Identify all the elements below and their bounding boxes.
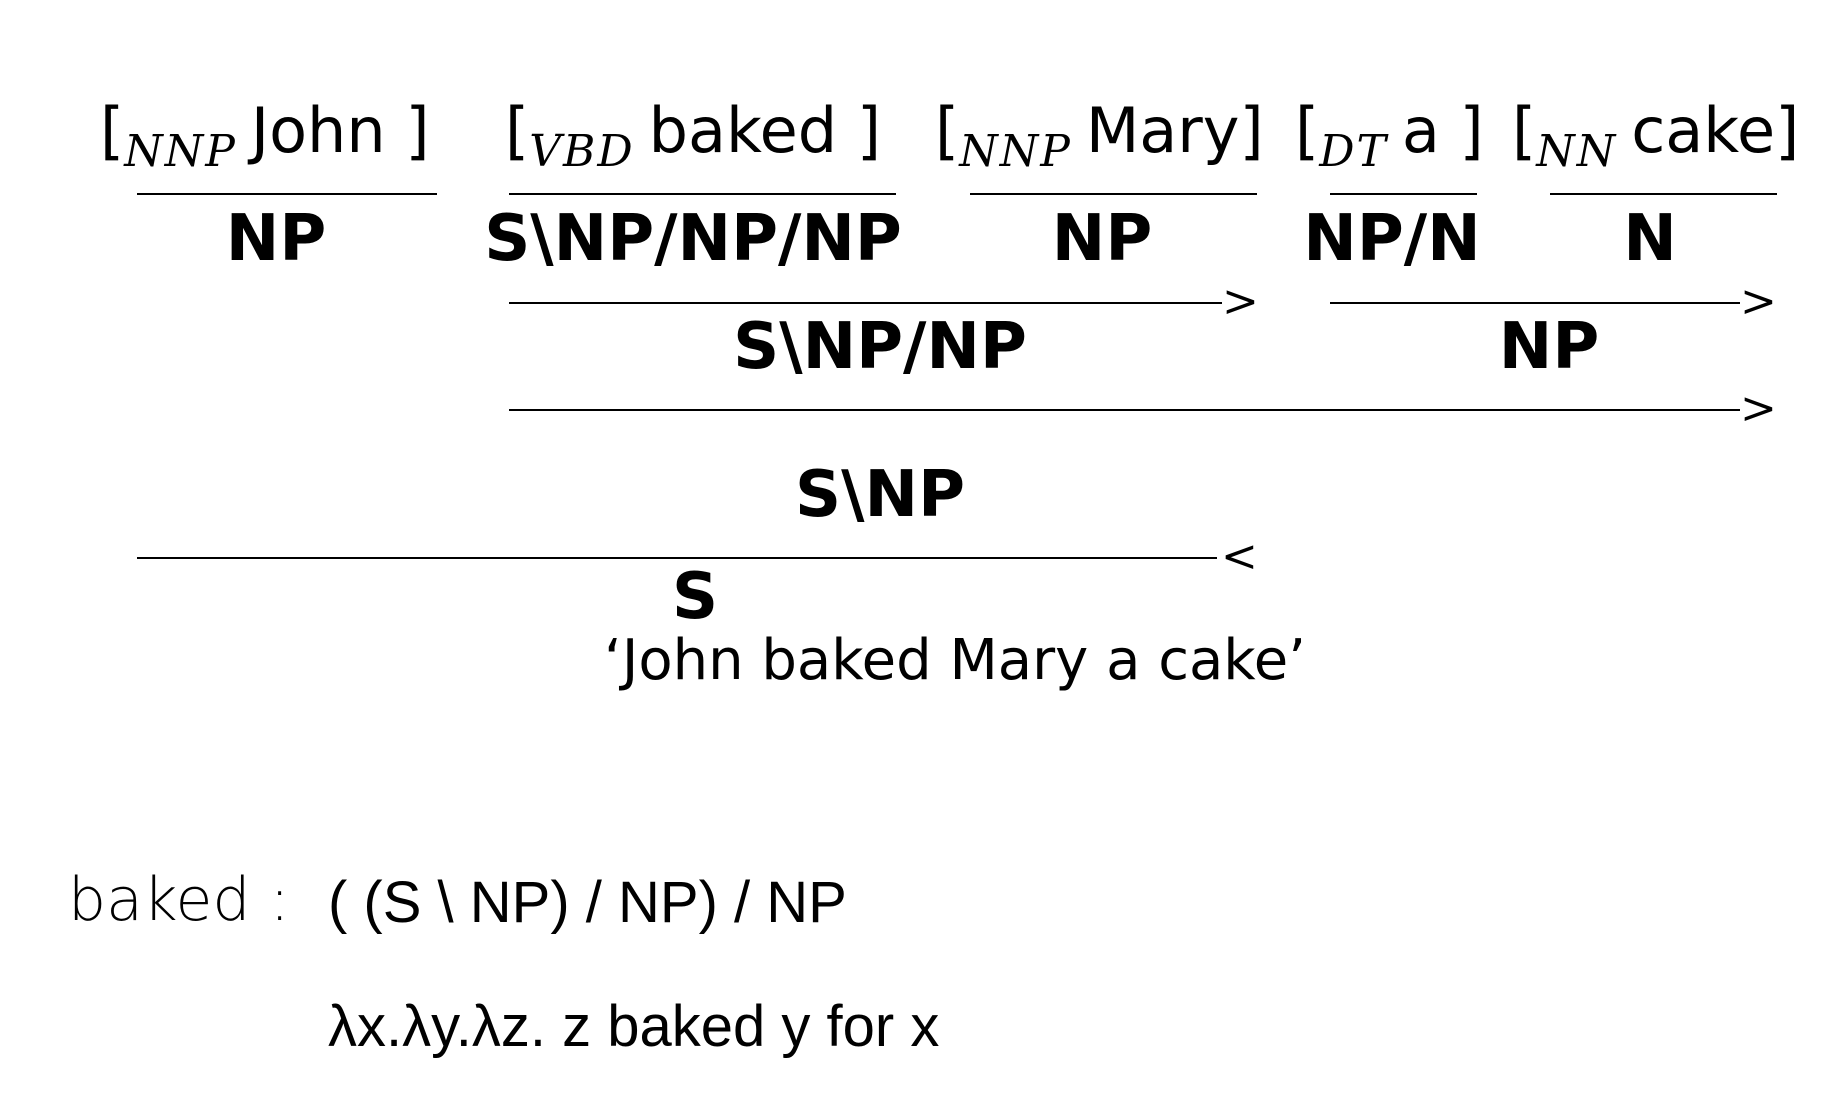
category-verb: S\NP/NP/NP [484,202,902,276]
token-a: [DT a ] [1295,94,1484,177]
pos-tag: NNP [959,126,1072,177]
category-step2: NP [1498,310,1600,384]
token-cake: [NN cake] [1512,94,1800,177]
token-word: John [250,94,386,167]
lexical-rule-line [1550,193,1777,195]
forward-application-operator: > [1222,276,1259,327]
category-np-mary: NP [1051,202,1153,276]
category-step1: S\NP/NP [733,310,1027,384]
token-word: a [1401,94,1440,167]
token-word: Mary [1085,94,1240,167]
token-mary: [NNP Mary] [935,94,1264,177]
pos-tag: NN [1536,126,1618,177]
sentence-gloss: ‘John baked Mary a cake’ [604,628,1306,693]
forward-application-rule [509,302,1222,304]
lexical-rule-line [509,193,896,195]
token-word: baked [648,94,838,167]
category-noun: N [1623,202,1677,276]
pos-tag: VBD [529,126,635,177]
forward-application-operator: > [1740,276,1777,327]
lexical-entry-word: baked : [68,865,290,935]
lexical-entry-semantics: λx.λy.λz. z baked y for x [328,994,940,1059]
pos-tag: NNP [124,126,237,177]
token-baked: [VBD baked ] [505,94,882,177]
category-sentence: S [671,560,719,634]
category-determiner: NP/N [1303,202,1481,276]
lexical-entry-category: ( (S \ NP) / NP) / NP [328,870,847,935]
lexical-rule-line [970,193,1257,195]
token-john: [NNP John ] [100,94,430,177]
forward-application-rule [509,409,1740,411]
lexical-rule-line [137,193,437,195]
pos-tag: DT [1319,126,1388,177]
category-np-john: NP [225,202,327,276]
category-vp: S\NP [795,458,965,532]
forward-application-rule [1330,302,1740,304]
backward-application-operator: < [1221,531,1258,582]
forward-application-operator: > [1740,383,1777,434]
backward-application-rule [137,557,1217,559]
lexical-rule-line [1330,193,1477,195]
token-word: cake [1631,94,1776,167]
